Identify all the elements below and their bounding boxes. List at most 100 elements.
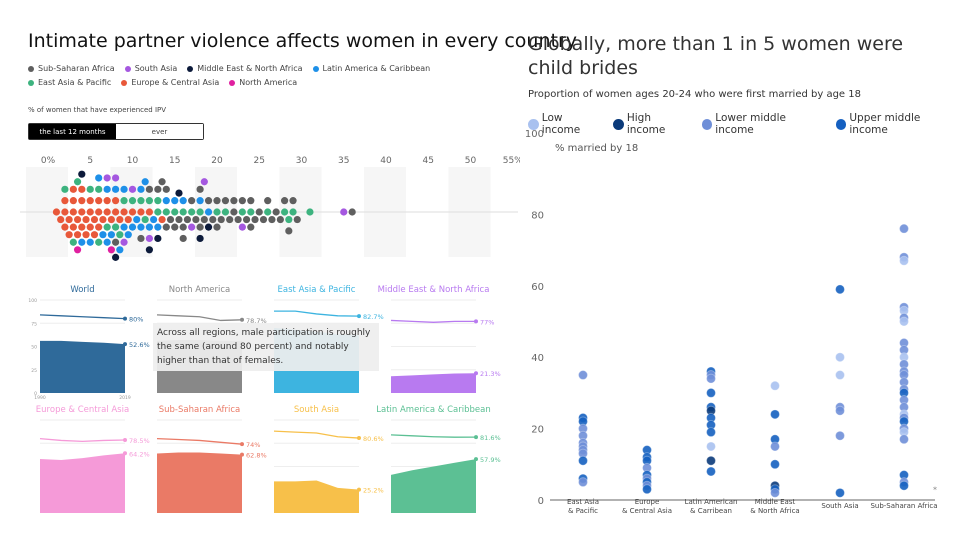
legend-label: High income	[626, 112, 666, 136]
data-point	[120, 208, 128, 216]
x-tick-label: 50	[465, 156, 477, 166]
legend-item: Upper middle income	[835, 112, 960, 136]
male-value-label: 80%	[129, 316, 143, 324]
legend-item: Middle East & North Africa	[187, 64, 303, 73]
legend-label: Lower middle income	[715, 112, 786, 136]
data-point	[281, 197, 289, 205]
y-tick-label: 100	[525, 130, 544, 140]
data-point	[103, 185, 111, 193]
female-area	[40, 340, 125, 393]
legend-item: Latin America & Caribbean	[312, 64, 431, 73]
data-point	[61, 185, 69, 193]
male-value-label: 81.6%	[480, 434, 501, 442]
legend-swatch	[28, 79, 34, 86]
panel-title: World	[70, 285, 94, 295]
data-point	[835, 370, 845, 381]
data-point	[90, 231, 99, 239]
data-point	[264, 208, 272, 216]
data-point	[137, 208, 145, 216]
data-point	[175, 189, 183, 197]
data-point	[69, 238, 77, 246]
data-point	[95, 185, 103, 193]
x-tick-label: 40	[380, 156, 392, 166]
data-point	[86, 185, 94, 193]
child-brides-subtitle: Proportion of women ages 20-24 who were …	[528, 89, 861, 100]
data-point	[103, 208, 111, 216]
data-point	[183, 215, 192, 224]
male-line	[39, 314, 126, 320]
data-point	[145, 185, 153, 193]
data-point	[179, 197, 187, 205]
x-tick-label: 15	[169, 156, 180, 166]
data-point	[293, 215, 301, 224]
legend-label: East Asia & Pacific	[38, 78, 112, 87]
data-point	[251, 215, 259, 224]
data-point	[188, 208, 196, 216]
data-point	[238, 197, 246, 205]
data-point	[95, 197, 103, 205]
data-point	[221, 197, 230, 205]
data-point	[200, 215, 208, 224]
data-point	[52, 208, 61, 216]
legend-swatch	[229, 79, 236, 86]
male-end-dot	[474, 435, 478, 440]
toggle-last-12-months[interactable]: the last 12 months	[29, 124, 116, 139]
legend-label: Latin America & Caribbean	[322, 64, 431, 73]
data-point	[196, 208, 204, 216]
data-point	[86, 208, 94, 216]
data-point	[238, 208, 246, 216]
data-point	[154, 197, 162, 205]
y-tick-label: 60	[531, 282, 544, 293]
male-line	[390, 434, 477, 438]
data-point	[289, 208, 297, 216]
data-point	[179, 223, 187, 231]
legend-swatch	[187, 65, 194, 72]
data-point	[137, 197, 145, 205]
data-point	[272, 208, 280, 216]
data-point	[642, 484, 652, 495]
data-point	[73, 215, 82, 224]
data-point	[128, 208, 137, 216]
data-point	[154, 234, 162, 243]
male-line	[273, 430, 360, 439]
data-point	[133, 215, 141, 224]
data-point	[73, 231, 82, 239]
y-tick-label: 80	[531, 210, 544, 221]
x-tick-label: 10	[127, 156, 139, 166]
data-point	[61, 197, 69, 205]
male-end-dot	[123, 437, 127, 442]
x-tick-label: 5	[87, 156, 93, 166]
data-point	[770, 409, 780, 420]
data-point	[268, 215, 276, 224]
data-point	[230, 208, 238, 216]
legend-item: Sub-Saharan Africa	[28, 64, 115, 73]
data-point	[259, 215, 268, 224]
data-point	[162, 208, 170, 216]
data-point	[196, 223, 204, 231]
x-tick-label: 25	[254, 156, 265, 166]
data-point	[213, 208, 221, 216]
data-point	[213, 197, 221, 205]
data-point	[706, 373, 716, 384]
data-point	[112, 223, 120, 231]
data-point	[899, 434, 909, 445]
data-point	[179, 208, 187, 216]
legend-item: Low income	[528, 112, 603, 136]
legend-swatch	[613, 118, 624, 130]
male-value-label: 82.7%	[363, 313, 384, 321]
data-point	[82, 231, 90, 239]
period-toggle[interactable]: the last 12 months ever	[28, 123, 204, 140]
data-point	[188, 223, 196, 231]
male-line	[156, 314, 243, 322]
toggle-ever[interactable]: ever	[116, 124, 203, 139]
data-point	[899, 316, 909, 327]
data-point	[175, 215, 183, 224]
data-point	[57, 215, 65, 224]
category-label: Europe & Central Asia	[622, 498, 672, 515]
panel-title: Sub-Saharan Africa	[159, 405, 240, 415]
panel-title: Europe & Central Asia	[36, 405, 129, 415]
data-point	[162, 223, 170, 231]
data-point	[196, 197, 204, 205]
panel-title: Middle East & North Africa	[378, 285, 490, 295]
data-point	[835, 352, 845, 363]
